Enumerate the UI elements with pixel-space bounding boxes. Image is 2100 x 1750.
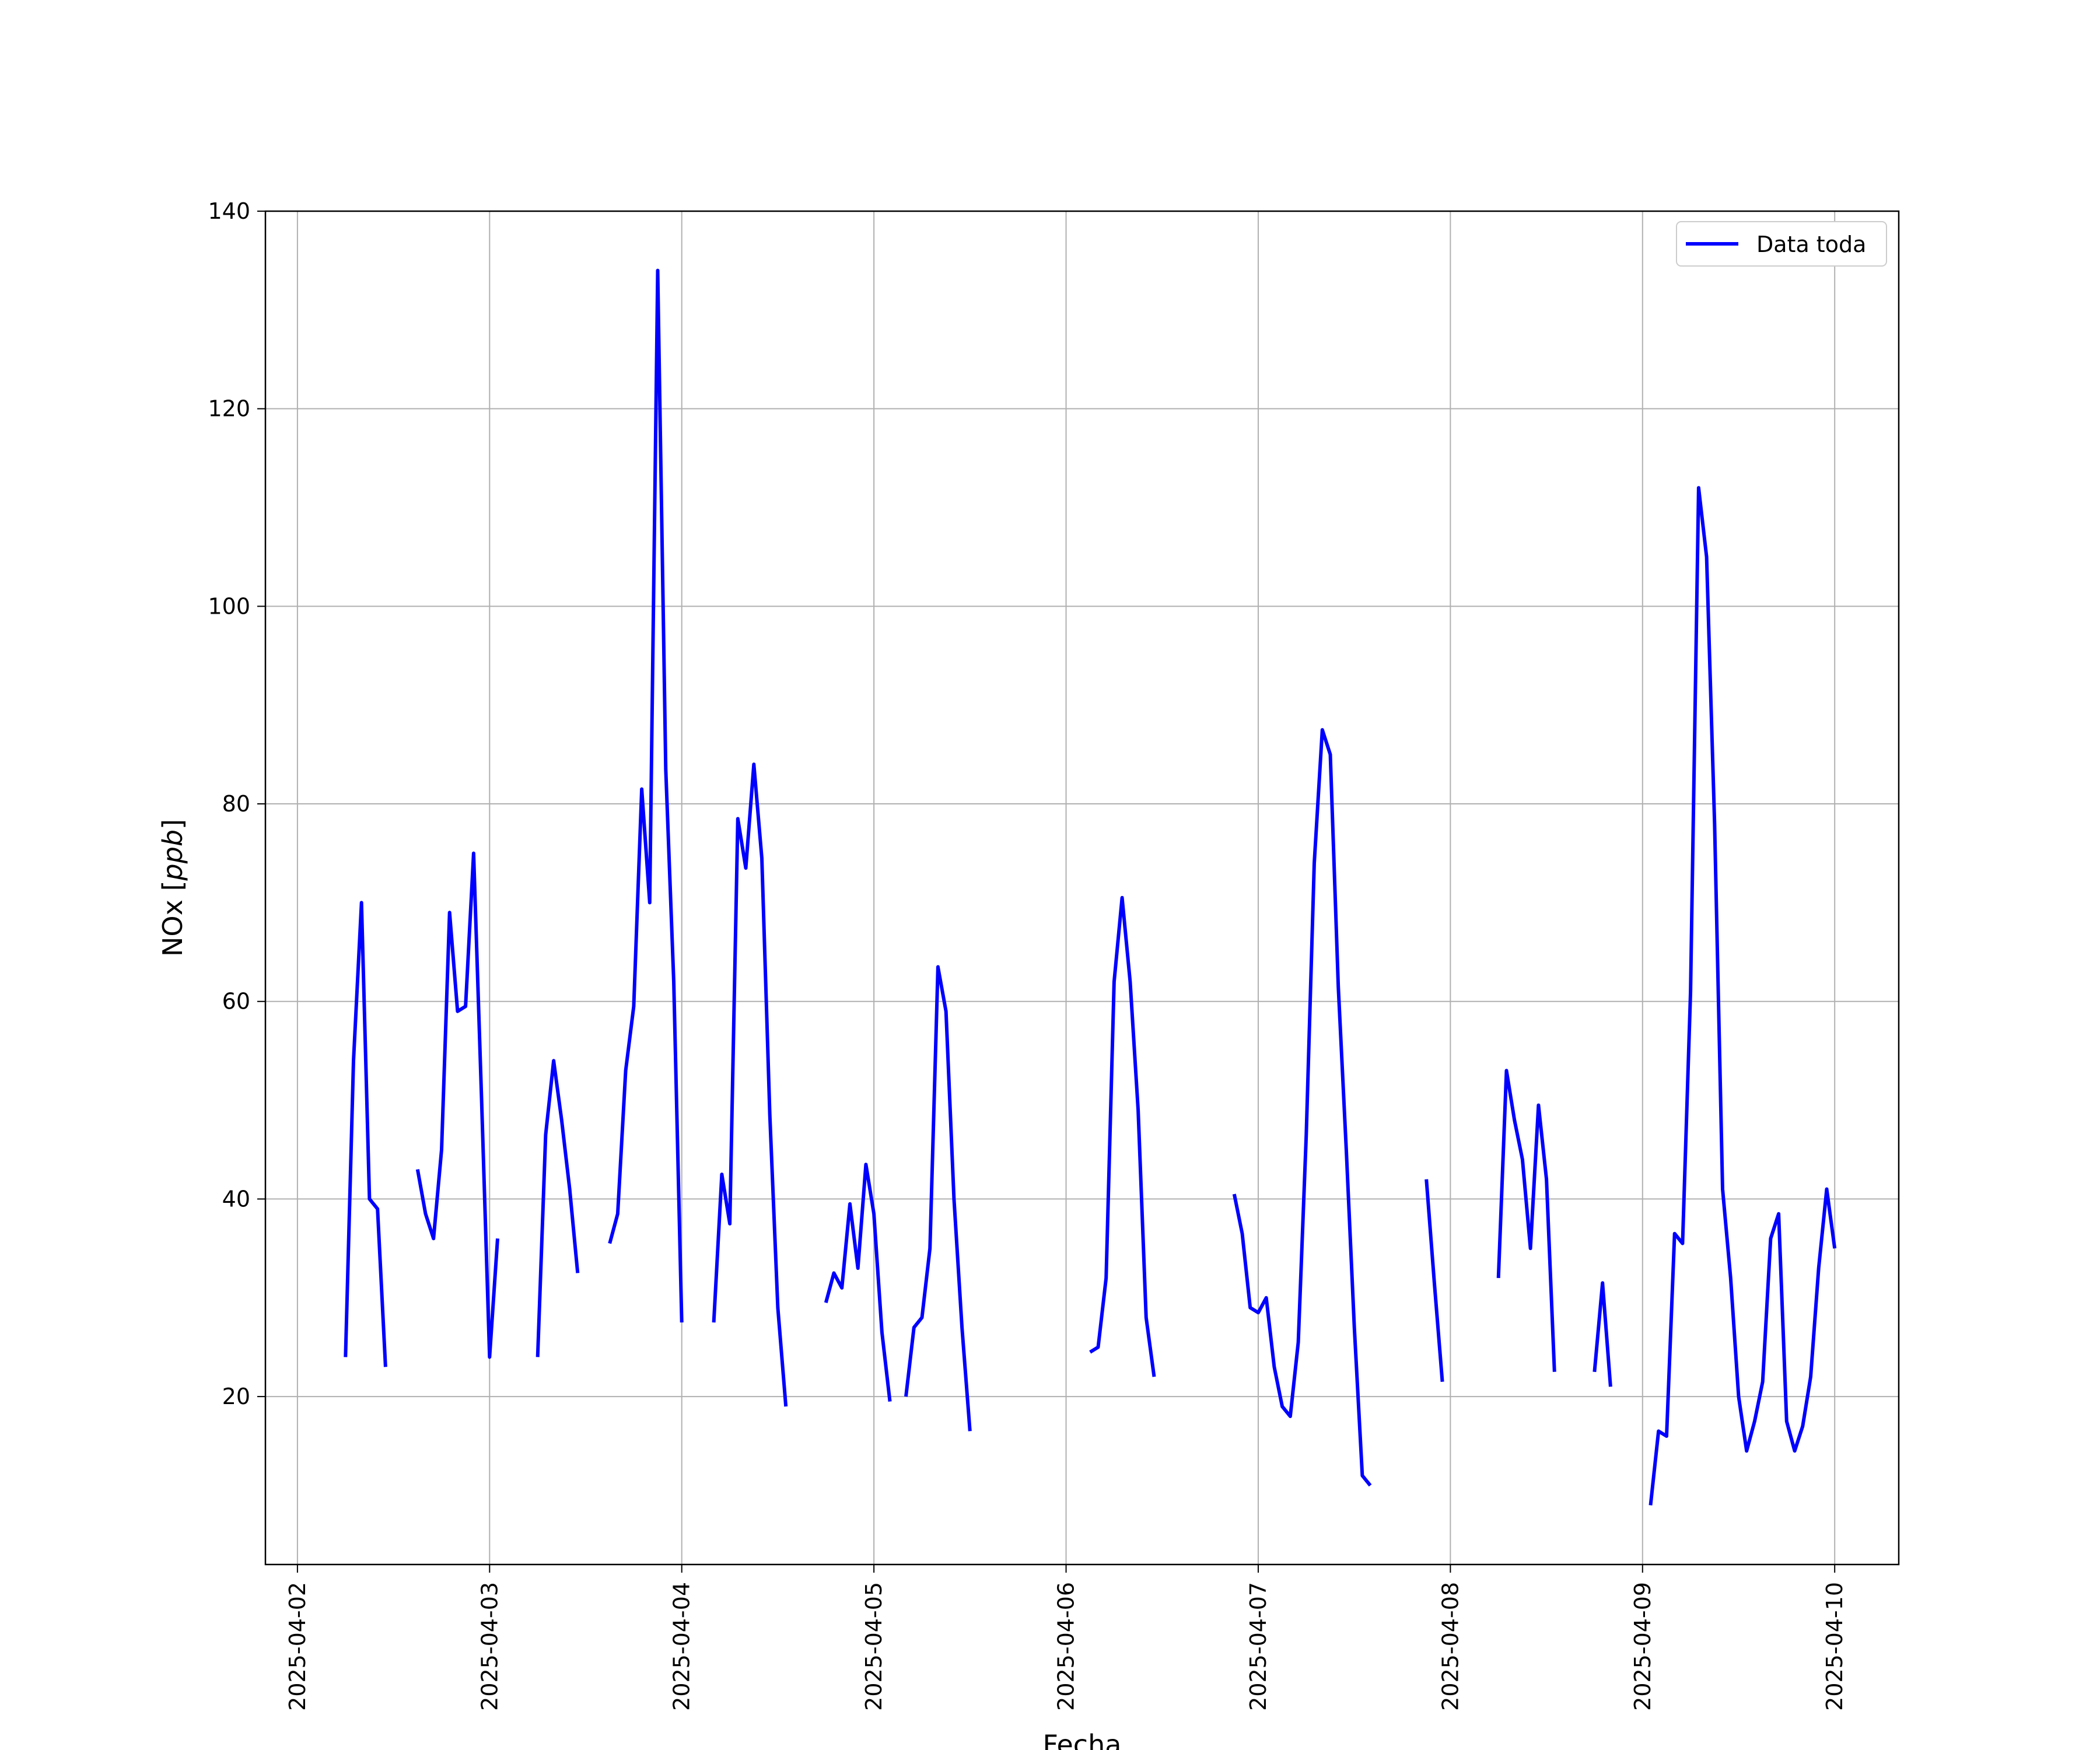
y-tick-label: 60: [222, 989, 250, 1014]
x-tick-label: 2025-04-10: [1822, 1582, 1847, 1711]
legend: Data toda: [1676, 221, 1887, 267]
y-axis-ticks: 20 40 60 80 100 120 140: [208, 198, 265, 1409]
series-line-segment: [536, 1059, 580, 1357]
series-line-segment: [712, 762, 788, 1407]
series-line-segment: [824, 1163, 892, 1402]
x-axis-ticks: 2025-04-02 2025-04-03 2025-04-04 2025-04-05…: [285, 1564, 1847, 1711]
series-line-segment: [1232, 728, 1372, 1487]
x-tick-label: 2025-04-08: [1437, 1582, 1463, 1711]
x-tick-label: 2025-04-07: [1245, 1582, 1271, 1711]
series-line-segment: [344, 901, 387, 1367]
x-tick-label: 2025-04-09: [1630, 1582, 1656, 1711]
x-tick-label: 2025-04-03: [477, 1582, 502, 1711]
y-tick-label: 80: [222, 791, 250, 817]
series-line-segment: [1496, 1069, 1556, 1372]
series-line-segment: [415, 851, 499, 1359]
x-tick-label: 2025-04-04: [669, 1582, 695, 1711]
x-tick-label: 2025-04-02: [285, 1582, 310, 1711]
legend-label-data-toda: Data toda: [1756, 232, 1866, 257]
y-tick-label: 140: [208, 198, 250, 224]
series-line-segment: [1592, 1281, 1612, 1387]
x-tick-label: 2025-04-05: [861, 1582, 887, 1711]
series-line-segment: [1648, 486, 1837, 1506]
legend-box: [1676, 221, 1887, 267]
y-tick-label: 100: [208, 593, 250, 619]
y-tick-label: 120: [208, 396, 250, 422]
series-line-segment: [1424, 1179, 1444, 1382]
x-axis-label: Fecha: [1043, 1729, 1122, 1750]
y-axis-label-unit: ppb: [157, 830, 188, 881]
y-axis-label: NOx [ppb]: [157, 819, 188, 957]
grid-lines: [265, 211, 1899, 1564]
series-line-segment: [904, 965, 972, 1432]
y-tick-label: 40: [222, 1186, 250, 1212]
x-tick-label: 2025-04-06: [1054, 1582, 1079, 1711]
y-tick-label: 20: [222, 1384, 250, 1409]
series-line-segment: [608, 268, 684, 1323]
plot-area-frame: [264, 210, 1900, 1566]
series-line-segment: [1089, 895, 1156, 1377]
y-axis-label-text: NOx: [157, 891, 188, 957]
series-layer: [344, 268, 1837, 1506]
